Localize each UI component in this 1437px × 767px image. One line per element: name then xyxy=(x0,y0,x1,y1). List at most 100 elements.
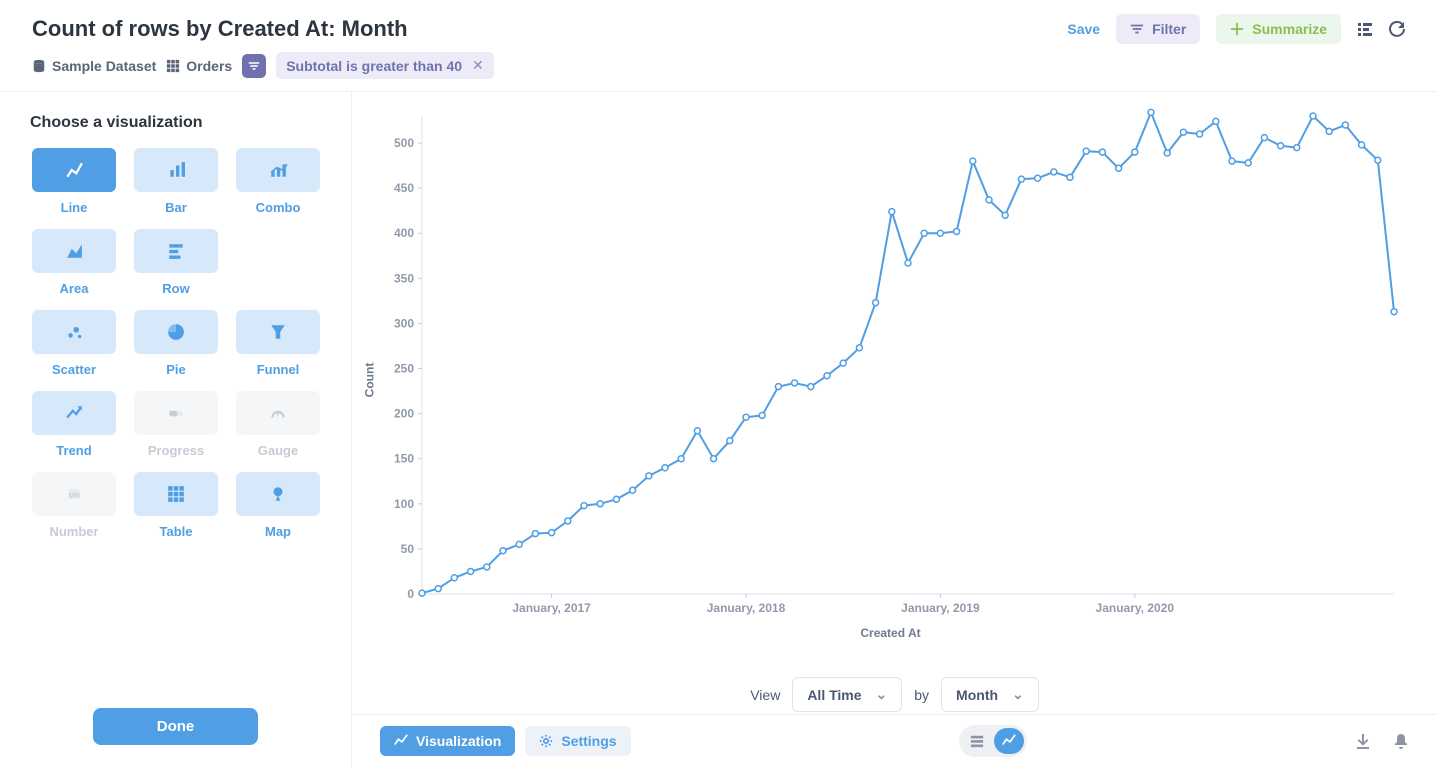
viz-label: Progress xyxy=(148,443,204,458)
viz-option-row[interactable]: Row xyxy=(132,229,220,296)
svg-text:250: 250 xyxy=(394,362,414,376)
svg-text:0: 0 xyxy=(407,587,414,601)
viz-label: Line xyxy=(61,200,88,215)
viz-option-pie[interactable]: Pie xyxy=(132,310,220,377)
viz-label: Area xyxy=(60,281,89,296)
viz-grid: Line Bar Combo Area Row Scatter Pie Funnel Trend… xyxy=(30,148,321,539)
refresh-icon[interactable] xyxy=(1389,21,1405,37)
combo-icon xyxy=(236,148,320,192)
bell-icon[interactable] xyxy=(1393,733,1409,749)
svg-text:January, 2019: January, 2019 xyxy=(901,601,980,615)
table-crumb[interactable]: Orders xyxy=(166,58,232,74)
download-icon[interactable] xyxy=(1355,733,1371,749)
granularity-value: Month xyxy=(956,687,998,703)
settings-label: Settings xyxy=(561,733,616,749)
svg-text:January, 2018: January, 2018 xyxy=(707,601,786,615)
viz-label: Pie xyxy=(166,362,186,377)
viz-label: Funnel xyxy=(257,362,300,377)
viz-option-table[interactable]: Table xyxy=(132,472,220,539)
viz-option-bar[interactable]: Bar xyxy=(132,148,220,215)
viz-label: Table xyxy=(160,524,193,539)
number-icon: 100 xyxy=(32,472,116,516)
viz-label: Gauge xyxy=(258,443,298,458)
viz-label: Number xyxy=(49,524,98,539)
chart: Count 050100150200250300350400450500Janu… xyxy=(352,92,1437,667)
table-icon xyxy=(134,472,218,516)
filter-chip-icon[interactable] xyxy=(242,54,266,78)
table-icon xyxy=(166,59,180,73)
viz-option-combo[interactable]: Combo xyxy=(234,148,322,215)
gear-icon xyxy=(539,734,553,748)
table-mode-button[interactable] xyxy=(962,728,992,754)
viz-label: Trend xyxy=(56,443,91,458)
funnel-icon xyxy=(236,310,320,354)
database-label: Sample Dataset xyxy=(52,58,156,74)
filter-chip-label: Subtotal is greater than 40 xyxy=(286,58,462,74)
granularity-select[interactable]: Month ⌄ xyxy=(941,677,1039,712)
area-icon xyxy=(32,229,116,273)
viz-option-progress: Progress xyxy=(132,391,220,458)
save-button[interactable]: Save xyxy=(1067,21,1100,37)
viz-label: Row xyxy=(162,281,189,296)
time-range-select[interactable]: All Time ⌄ xyxy=(792,677,902,712)
page-title: Count of rows by Created At: Month xyxy=(32,16,408,42)
filter-label: Filter xyxy=(1152,21,1186,37)
viz-option-map[interactable]: Map xyxy=(234,472,322,539)
viz-option-gauge: Gauge xyxy=(234,391,322,458)
viz-label: Combo xyxy=(256,200,301,215)
settings-button[interactable]: Settings xyxy=(525,726,630,756)
filter-icon xyxy=(1130,22,1144,36)
viz-option-line[interactable]: Line xyxy=(30,148,118,215)
viz-label: Scatter xyxy=(52,362,96,377)
viz-option-scatter[interactable]: Scatter xyxy=(30,310,118,377)
database-crumb[interactable]: Sample Dataset xyxy=(32,58,156,74)
svg-text:150: 150 xyxy=(394,452,414,466)
filter-button[interactable]: Filter xyxy=(1116,14,1200,44)
close-icon[interactable]: ✕ xyxy=(472,57,484,74)
table-label: Orders xyxy=(186,58,232,74)
map-icon xyxy=(236,472,320,516)
viz-option-area[interactable]: Area xyxy=(30,229,118,296)
viz-option-funnel[interactable]: Funnel xyxy=(234,310,322,377)
chart-mode-button[interactable] xyxy=(994,728,1024,754)
header: Count of rows by Created At: Month Save … xyxy=(0,0,1437,92)
content: Count 050100150200250300350400450500Janu… xyxy=(352,92,1437,767)
svg-text:50: 50 xyxy=(401,542,415,556)
chevron-down-icon: ⌄ xyxy=(876,686,888,703)
summarize-label: Summarize xyxy=(1252,21,1327,37)
svg-text:January, 2017: January, 2017 xyxy=(512,601,591,615)
svg-text:500: 500 xyxy=(394,136,414,150)
viz-label: Map xyxy=(265,524,291,539)
done-button[interactable]: Done xyxy=(93,708,259,745)
viz-sidebar: Choose a visualization LineBarComboAreaR… xyxy=(0,92,352,767)
filter-chip[interactable]: Subtotal is greater than 40 ✕ xyxy=(276,52,494,79)
visualization-label: Visualization xyxy=(416,733,501,749)
viz-label: Bar xyxy=(165,200,187,215)
svg-text:350: 350 xyxy=(394,271,414,285)
view-label: View xyxy=(750,687,780,703)
view-mode-toggle xyxy=(959,725,1027,757)
scatter-icon xyxy=(32,310,116,354)
visualization-button[interactable]: Visualization xyxy=(380,726,515,756)
viz-option-trend[interactable]: Trend xyxy=(30,391,118,458)
line-icon xyxy=(32,148,116,192)
svg-text:450: 450 xyxy=(394,181,414,195)
row-icon xyxy=(134,229,218,273)
chevron-down-icon: ⌄ xyxy=(1012,686,1024,703)
bar-icon xyxy=(134,148,218,192)
breadcrumb: Sample Dataset Orders Subtotal is greate… xyxy=(32,52,1405,79)
svg-text:400: 400 xyxy=(394,226,414,240)
footer: Visualization Settings xyxy=(352,714,1437,767)
svg-text:100: 100 xyxy=(394,497,414,511)
svg-text:300: 300 xyxy=(394,316,414,330)
svg-text:January, 2020: January, 2020 xyxy=(1096,601,1175,615)
database-icon xyxy=(32,59,46,73)
summarize-button[interactable]: Summarize xyxy=(1216,14,1341,44)
view-controls: View All Time ⌄ by Month ⌄ xyxy=(352,667,1437,714)
x-axis-label: Created At xyxy=(368,626,1413,640)
notebook-icon[interactable] xyxy=(1357,21,1373,37)
svg-text:100: 100 xyxy=(68,492,80,499)
progress-icon xyxy=(134,391,218,435)
viz-option-number: 100 Number xyxy=(30,472,118,539)
chart-svg: 050100150200250300350400450500January, 2… xyxy=(368,104,1408,624)
